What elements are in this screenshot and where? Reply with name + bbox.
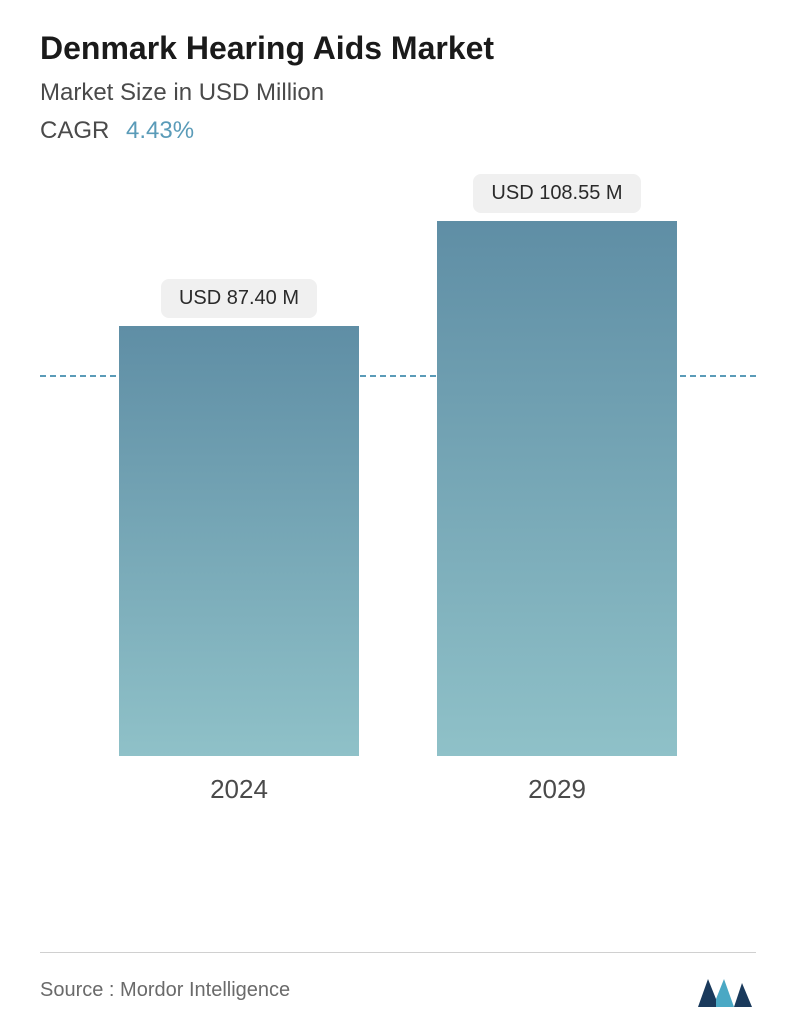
bar-2029 bbox=[437, 221, 677, 756]
bars-wrapper: USD 87.40 M 2024 USD 108.55 M 2029 bbox=[40, 205, 756, 805]
chart-container: USD 87.40 M 2024 USD 108.55 M 2029 bbox=[40, 205, 756, 865]
chart-subtitle: Market Size in USD Million bbox=[40, 79, 756, 107]
bar-group-2024: USD 87.40 M 2024 bbox=[119, 279, 359, 805]
chart-title: Denmark Hearing Aids Market bbox=[40, 30, 756, 67]
source-attribution: Source : Mordor Intelligence bbox=[40, 979, 290, 1002]
cagr-row: CAGR 4.43% bbox=[40, 117, 756, 145]
year-label: 2024 bbox=[210, 774, 268, 805]
source-name: Mordor Intelligence bbox=[120, 979, 290, 1001]
bar-value-badge: USD 87.40 M bbox=[161, 279, 317, 318]
bar-2024 bbox=[119, 326, 359, 756]
cagr-label: CAGR bbox=[40, 117, 109, 144]
year-label: 2029 bbox=[528, 774, 586, 805]
mordor-logo-icon bbox=[696, 971, 756, 1009]
bar-value-badge: USD 108.55 M bbox=[473, 174, 640, 213]
bar-group-2029: USD 108.55 M 2029 bbox=[437, 174, 677, 805]
footer: Source : Mordor Intelligence bbox=[40, 952, 756, 1009]
source-label: Source : bbox=[40, 979, 114, 1001]
cagr-value: 4.43% bbox=[126, 117, 194, 144]
